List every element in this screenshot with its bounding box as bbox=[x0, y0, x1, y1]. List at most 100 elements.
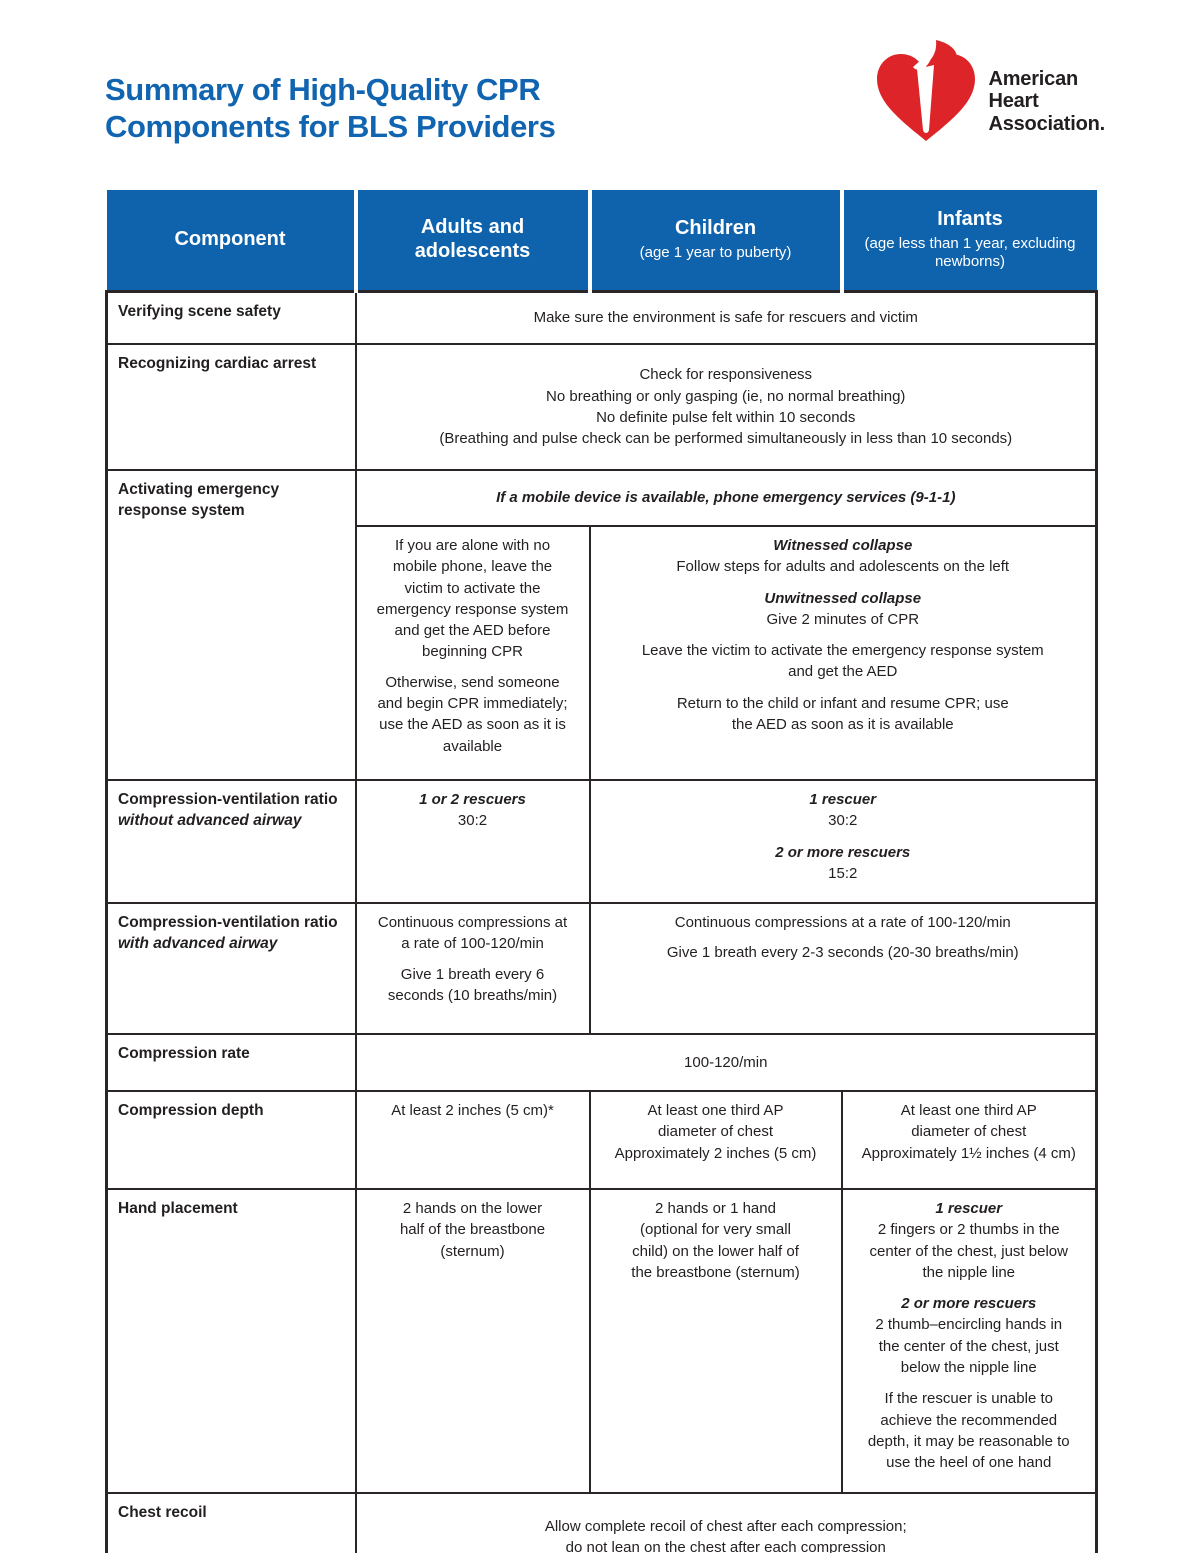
cell-activating-adults: If you are alone with no mobile phone, l… bbox=[354, 525, 591, 781]
row-label-scene-safety: Verifying scene safety bbox=[105, 290, 357, 345]
col-header-children: Children (age 1 year to puberty) bbox=[587, 190, 842, 292]
chest-recoil-line-2: do not lean on the chest after each comp… bbox=[565, 1539, 886, 1553]
depth-children-line-2: Approximately 2 inches (5 cm) bbox=[614, 1144, 817, 1162]
cell-chest-recoil-all: Allow complete recoil of chest after eac… bbox=[354, 1492, 1098, 1553]
row-hand-placement: Hand placement 2 hands on the lower half… bbox=[105, 1188, 1098, 1494]
return-resume-text: Return to the child or infant and resume… bbox=[676, 694, 1009, 734]
page-title-line2: Components for BLS Providers bbox=[105, 108, 556, 144]
hand-adults-text: 2 hands on the lower half of the breastb… bbox=[399, 1200, 546, 1260]
cardiac-arrest-line-3: No definite pulse felt within 10 seconds bbox=[596, 409, 856, 426]
ratio-without-adults-value: 30:2 bbox=[457, 812, 488, 830]
masthead: Summary of High-Quality CPR Components f… bbox=[105, 0, 1105, 190]
witnessed-collapse-heading: Witnessed collapse bbox=[773, 537, 913, 554]
row-activating-detail: If you are alone with no mobile phone, l… bbox=[107, 525, 1098, 781]
two-rescuers-heading: 2 or more rescuers bbox=[775, 843, 911, 861]
cell-mobile-device-banner: If a mobile device is available, phone e… bbox=[354, 469, 1098, 527]
row-recognizing-cardiac-arrest: Recognizing cardiac arrest Check for res… bbox=[105, 343, 1098, 471]
witnessed-collapse-text: Follow steps for adults and adolescents … bbox=[676, 558, 1010, 576]
row-activating-banner: Activating emergency response system If … bbox=[105, 469, 1098, 781]
row-chest-recoil: Chest recoil Allow complete recoil of ch… bbox=[105, 1492, 1098, 1553]
cell-scene-safety-all: Make sure the environment is safe for re… bbox=[354, 290, 1098, 345]
two-rescuers-value: 15:2 bbox=[828, 864, 858, 882]
row-label-compression-depth: Compression depth bbox=[105, 1090, 357, 1190]
aha-logo: American Heart Association. bbox=[874, 40, 1105, 163]
ratio-without-label-italic: without advanced airway bbox=[118, 812, 302, 830]
ratio-with-adults-paragraph-2: Give 1 breath every 6 seconds (10 breath… bbox=[387, 965, 558, 1004]
cell-depth-adults: At least 2 inches (5 cm)* bbox=[354, 1090, 591, 1190]
ratio-with-merged-paragraph-1: Continuous compressions at a rate of 100… bbox=[674, 914, 1011, 931]
cell-hand-children: 2 hands or 1 hand (optional for very sma… bbox=[588, 1188, 843, 1494]
activating-adults-paragraph-1: If you are alone with no mobile phone, l… bbox=[376, 537, 569, 661]
cell-depth-children: At least one third AP diameter of chest … bbox=[588, 1090, 843, 1190]
ratio-without-label-plain: Compression-ventilation ratio bbox=[118, 791, 338, 808]
col-header-adults-label: Adults and adolescents bbox=[414, 216, 531, 262]
row-label-hand-placement: Hand placement bbox=[105, 1188, 357, 1494]
hand-infants-heel-note: If the rescuer is unable to achieve the … bbox=[867, 1390, 1070, 1472]
hand-infants-two-rescuers-heading: 2 or more rescuers bbox=[901, 1295, 1037, 1313]
cell-compression-rate-all: 100-120/min bbox=[354, 1033, 1098, 1092]
hand-infants-one-rescuer-stanza: 1 rescuer 2 fingers or 2 thumbs in the c… bbox=[853, 1198, 1086, 1283]
aha-logo-text: American Heart Association. bbox=[988, 68, 1105, 135]
cell-hand-infants: 1 rescuer 2 fingers or 2 thumbs in the c… bbox=[840, 1188, 1098, 1494]
one-rescuer-heading: 1 rescuer bbox=[809, 791, 877, 808]
cell-cardiac-arrest-all: Check for responsiveness No breathing or… bbox=[354, 343, 1098, 471]
row-compression-depth: Compression depth At least 2 inches (5 c… bbox=[105, 1090, 1098, 1190]
cell-ratio-with-children-infants: Continuous compressions at a rate of 100… bbox=[588, 902, 1098, 1035]
table-header-row: Component Adults and adolescents Childre… bbox=[106, 190, 1097, 292]
hand-children-text: 2 hands or 1 hand (optional for very sma… bbox=[631, 1200, 800, 1281]
page-title: Summary of High-Quality CPR Components f… bbox=[105, 72, 556, 145]
cardiac-arrest-line-4: (Breathing and pulse check can be perfor… bbox=[439, 430, 1013, 448]
row-label-ratio-with: Compression-ventilation ratio with advan… bbox=[105, 902, 357, 1035]
one-rescuer-value: 30:2 bbox=[828, 812, 858, 830]
ratio-with-label-plain: Compression-ventilation ratio bbox=[118, 914, 338, 931]
heart-torch-icon bbox=[874, 40, 978, 163]
cell-hand-adults: 2 hands on the lower half of the breastb… bbox=[354, 1188, 591, 1494]
witnessed-collapse-stanza: Witnessed collapse Follow steps for adul… bbox=[601, 535, 1086, 578]
row-ratio-without-airway: Compression-ventilation ratio without ad… bbox=[105, 779, 1098, 904]
row-label-activating: Activating emergency response system bbox=[105, 469, 357, 781]
col-header-children-subtitle: (age 1 year to puberty) bbox=[639, 243, 792, 261]
aha-logo-text-line1: American bbox=[988, 67, 1079, 90]
unwitnessed-collapse-heading: Unwitnessed collapse bbox=[764, 589, 922, 607]
ratio-with-merged-paragraph-2: Give 1 breath every 2-3 seconds (20-30 b… bbox=[666, 944, 1019, 962]
depth-infants-line-2: Approximately 1½ inches (4 cm) bbox=[861, 1144, 1076, 1162]
two-rescuers-stanza: 2 or more rescuers 15:2 bbox=[601, 842, 1086, 885]
aha-logo-text-line2: Heart bbox=[988, 90, 1039, 113]
cell-activating-children-infants: Witnessed collapse Follow steps for adul… bbox=[588, 525, 1098, 781]
col-header-infants-subtitle: (age less than 1 year, excluding newborn… bbox=[864, 234, 1076, 271]
unwitnessed-collapse-stanza: Unwitnessed collapse Give 2 minutes of C… bbox=[601, 588, 1086, 631]
col-header-adults: Adults and adolescents bbox=[353, 190, 590, 292]
row-label-ratio-without: Compression-ventilation ratio without ad… bbox=[105, 779, 357, 904]
cpr-summary-table: Component Adults and adolescents Childre… bbox=[105, 190, 1098, 1553]
cell-depth-infants: At least one third AP diameter of chest … bbox=[840, 1090, 1098, 1190]
depth-children-line-1: At least one third AP diameter of chest bbox=[647, 1102, 784, 1141]
cardiac-arrest-line-1: Check for responsiveness bbox=[639, 366, 813, 384]
page-title-line1: Summary of High-Quality CPR bbox=[105, 72, 541, 107]
activating-adults-paragraph-2: Otherwise, send someone and begin CPR im… bbox=[377, 673, 568, 755]
hand-infants-two-rescuers-text: 2 thumb–encircling hands in the center o… bbox=[875, 1316, 1063, 1377]
row-label-compression-rate: Compression rate bbox=[105, 1033, 357, 1092]
row-verifying-scene-safety: Verifying scene safety Make sure the env… bbox=[105, 290, 1098, 345]
col-header-component: Component bbox=[106, 190, 356, 292]
chest-recoil-line-1: Allow complete recoil of chest after eac… bbox=[544, 1517, 907, 1535]
hand-infants-two-rescuers-stanza: 2 or more rescuers 2 thumb–encircling ha… bbox=[853, 1293, 1086, 1378]
row-label-cardiac-arrest: Recognizing cardiac arrest bbox=[105, 343, 357, 471]
row-ratio-with-airway: Compression-ventilation ratio with advan… bbox=[105, 902, 1098, 1035]
aha-logo-text-line3: Association. bbox=[988, 112, 1105, 135]
hand-infants-one-rescuer-heading: 1 rescuer bbox=[935, 1200, 1003, 1217]
col-header-infants: Infants (age less than 1 year, excluding… bbox=[839, 190, 1097, 292]
cell-ratio-without-children-infants: 1 rescuer 30:2 2 or more rescuers 15:2 bbox=[588, 779, 1098, 904]
ratio-without-adults-heading: 1 or 2 rescuers bbox=[419, 791, 526, 808]
cell-ratio-without-adults: 1 or 2 rescuers 30:2 bbox=[354, 779, 591, 904]
leave-victim-text: Leave the victim to activate the emergen… bbox=[641, 642, 1044, 681]
one-rescuer-stanza: 1 rescuer 30:2 bbox=[601, 789, 1086, 832]
col-header-component-label: Component bbox=[174, 228, 286, 251]
col-header-children-label: Children bbox=[674, 217, 757, 240]
cell-ratio-with-adults: Continuous compressions at a rate of 100… bbox=[354, 902, 591, 1035]
col-header-infants-label: Infants bbox=[937, 207, 1003, 230]
ratio-with-adults-paragraph-1: Continuous compressions at a rate of 100… bbox=[377, 914, 568, 953]
depth-infants-line-1: At least one third AP diameter of chest bbox=[900, 1102, 1037, 1141]
row-compression-rate: Compression rate 100-120/min bbox=[105, 1033, 1098, 1092]
unwitnessed-collapse-text: Give 2 minutes of CPR bbox=[766, 610, 920, 628]
